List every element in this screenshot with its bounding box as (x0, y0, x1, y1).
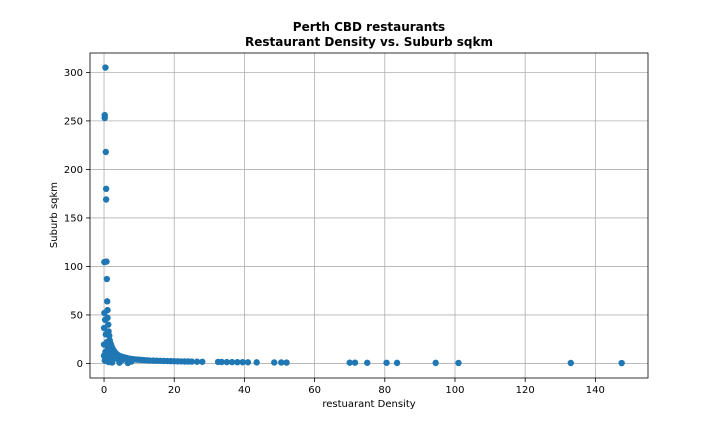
scatter-point (103, 298, 111, 305)
scatter-points (100, 64, 625, 367)
chart-title-line-1: Perth CBD restaurants (293, 20, 445, 34)
grid-lines (90, 53, 648, 378)
scatter-point (567, 359, 574, 367)
scatter-point (393, 359, 401, 367)
y-tick-label: 300 (64, 68, 83, 79)
x-tick-label: 100 (445, 385, 464, 396)
scatter-point (218, 358, 225, 366)
scatter-point (383, 359, 390, 366)
scatter-point (105, 321, 112, 328)
plot-frame (89, 52, 649, 379)
scatter-point (102, 148, 109, 156)
x-axis-label: restuarant Density (322, 399, 415, 410)
chart-title-line-2: Restaurant Density vs. Suburb sqkm (245, 35, 493, 49)
scatter-point (253, 359, 260, 366)
scatter-point (101, 316, 109, 323)
y-tick-label: 200 (64, 165, 83, 176)
scatter-point (351, 359, 359, 366)
x-tick-label: 0 (101, 385, 107, 396)
x-tick-label: 140 (586, 385, 605, 396)
scatter-point (102, 348, 109, 356)
scatter-point (455, 359, 462, 367)
scatter-point (244, 359, 252, 366)
scatter-point (228, 358, 236, 366)
y-tick-label: 150 (64, 213, 83, 224)
y-tick-label: 50 (70, 310, 83, 321)
scatter-point (223, 358, 231, 366)
x-tick-label: 60 (308, 385, 321, 396)
scatter-point (193, 358, 201, 365)
axis-ticks: 0 20 40 60 80 100 120 140 0 50 100 150 200 250 300 (64, 68, 605, 396)
scatter-point (103, 258, 110, 265)
y-axis-label: Suburb sqkm (49, 182, 60, 248)
scatter-point (278, 359, 285, 366)
scatter-point (124, 359, 132, 367)
scatter-point (188, 358, 195, 365)
scatter-point (102, 331, 109, 338)
scatter-point (234, 358, 241, 366)
scatter-point (104, 306, 111, 314)
x-tick-label: 80 (378, 385, 391, 396)
scatter-point (103, 338, 111, 346)
y-tick-label: 0 (77, 359, 83, 370)
scatter-point (199, 358, 206, 365)
scatter-point (239, 358, 246, 366)
scatter-point (283, 359, 290, 366)
scatter-point (103, 275, 111, 283)
x-tick-label: 20 (168, 385, 181, 396)
y-tick-label: 250 (64, 116, 83, 127)
scatter-point (364, 359, 371, 366)
x-tick-label: 40 (238, 385, 251, 396)
scatter-point (618, 359, 625, 367)
scatter-point (102, 185, 110, 193)
scatter-point (108, 359, 116, 366)
scatter-point (116, 359, 123, 366)
scatter-point (102, 196, 110, 203)
scatter-point (432, 359, 439, 367)
scatter-point (346, 359, 353, 366)
scatter-point (271, 359, 278, 366)
scatter-point (102, 64, 109, 71)
y-tick-label: 100 (64, 262, 83, 273)
x-tick-label: 120 (516, 385, 535, 396)
scatter-point (101, 114, 108, 122)
